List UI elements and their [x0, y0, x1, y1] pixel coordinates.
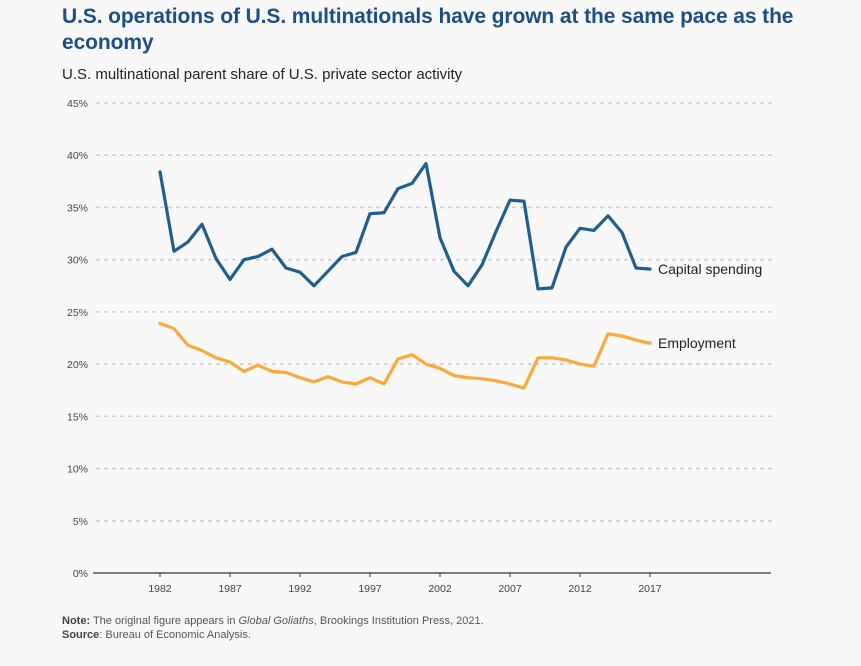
- series-line-employment: [158, 321, 652, 390]
- x-tick-label: 1982: [148, 583, 172, 595]
- y-axis: 0% 5% 10% 15% 20% 25% 30% 35% 40% 45%: [67, 98, 88, 580]
- y-tick-label: 30%: [67, 255, 88, 267]
- y-tick-label: 35%: [67, 202, 88, 214]
- chart-title: U.S. operations of U.S. multinationals h…: [62, 5, 794, 54]
- y-tick-label: 15%: [67, 411, 88, 423]
- x-tick-label: 1992: [288, 583, 312, 595]
- note-text-post: , Brookings Institution Press, 2021.: [313, 615, 484, 627]
- x-axis: 1982 1987 1992 1997 2002 2007 2012 2017: [93, 572, 771, 595]
- x-tick-label: 2012: [568, 583, 592, 595]
- y-tick-label: 5%: [73, 516, 88, 528]
- note-label: Note:: [62, 615, 91, 627]
- gridlines: [96, 102, 772, 522]
- y-tick-label: 40%: [67, 150, 88, 162]
- chart-subtitle: U.S. multinational parent share of U.S. …: [62, 66, 463, 83]
- x-tick-label: 2007: [498, 583, 522, 595]
- source-label: Source: [62, 629, 100, 641]
- series-label-employment: Employment: [658, 335, 736, 351]
- source-line: Source: Bureau of Economic Analysis.: [62, 628, 484, 642]
- footnote: Note: The original figure appears in Glo…: [62, 614, 484, 642]
- y-tick-label: 0%: [73, 568, 88, 580]
- y-tick-label: 45%: [67, 98, 88, 110]
- x-tick-label: 2002: [428, 583, 452, 595]
- y-tick-label: 20%: [67, 359, 88, 371]
- x-tick-label: 1997: [358, 583, 382, 595]
- note-book-title: Global Goliaths: [238, 615, 314, 627]
- series-line-capital-spending: [158, 162, 652, 291]
- y-tick-label: 25%: [67, 307, 88, 319]
- y-tick-label: 10%: [67, 464, 88, 476]
- note-line: Note: The original figure appears in Glo…: [62, 614, 484, 628]
- series-labels: Capital spending Employment: [658, 261, 762, 351]
- series-label-capital-spending: Capital spending: [658, 261, 762, 277]
- note-text-pre: The original figure appears in: [90, 615, 239, 627]
- series-lines: [158, 162, 652, 390]
- x-tick-label: 2017: [638, 583, 662, 595]
- source-text: : Bureau of Economic Analysis.: [99, 629, 251, 641]
- line-chart: 0% 5% 10% 15% 20% 25% 30% 35% 40% 45% 1982 1987 199…: [67, 98, 772, 595]
- x-tick-label: 1987: [218, 583, 242, 595]
